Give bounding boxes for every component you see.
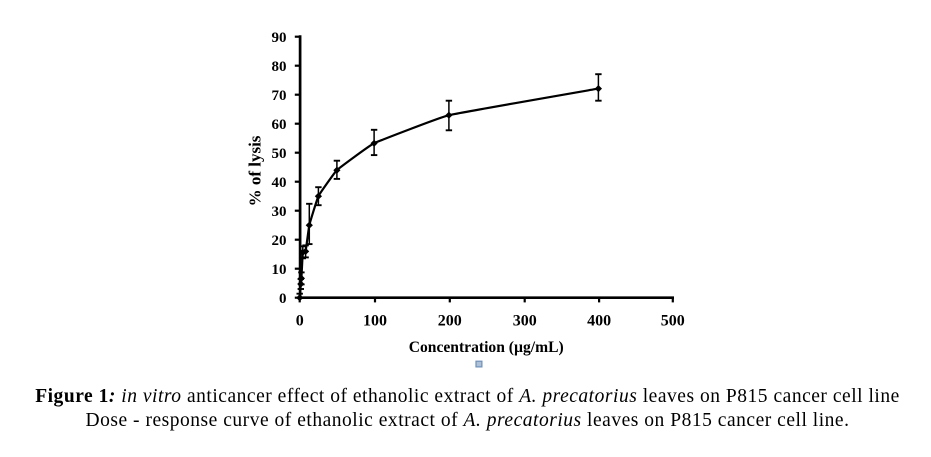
svg-text:400: 400 — [587, 313, 611, 330]
svg-text:Concentration (µg/mL): Concentration (µg/mL) — [409, 339, 564, 356]
svg-text:300: 300 — [513, 313, 537, 330]
svg-text:0: 0 — [296, 313, 304, 330]
svg-text:70: 70 — [272, 88, 287, 104]
svg-text:100: 100 — [363, 313, 387, 330]
svg-text:10: 10 — [272, 262, 287, 278]
svg-text:% of lysis: % of lysis — [246, 135, 265, 206]
svg-text:0: 0 — [279, 291, 287, 307]
svg-text:20: 20 — [272, 233, 287, 249]
svg-text:60: 60 — [272, 117, 287, 133]
svg-text:200: 200 — [438, 313, 462, 330]
svg-text:30: 30 — [272, 204, 287, 220]
svg-text:500: 500 — [661, 313, 685, 330]
svg-text:90: 90 — [272, 30, 287, 46]
svg-text:50: 50 — [272, 146, 287, 162]
svg-text:80: 80 — [272, 59, 287, 75]
svg-text:40: 40 — [272, 175, 287, 191]
